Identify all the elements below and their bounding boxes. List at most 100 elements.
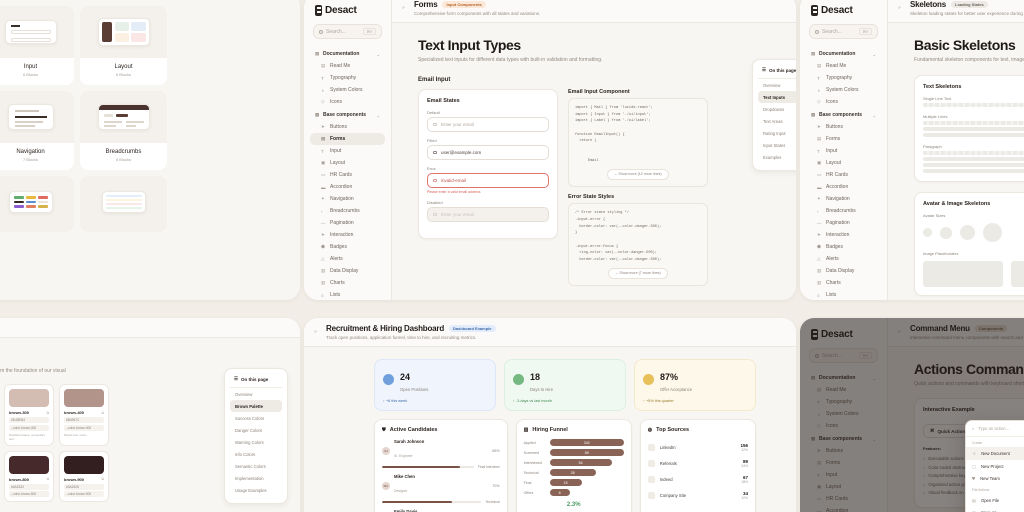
command-item-open-file[interactable]: ▤ Open File: [966, 494, 1024, 506]
show-more-button[interactable]: ⌄ Show more (12 more lines): [607, 168, 669, 181]
candidate-row[interactable]: MC Mike Chen Designer 70% Technical: [382, 474, 500, 504]
sidebar-item-lists[interactable]: ≡ Lists: [806, 289, 881, 300]
list-icon: ☰: [234, 376, 239, 381]
sidebar-item-typography[interactable]: T Typography: [806, 72, 881, 84]
color-swatch-card[interactable]: brown-400 ⧉ #B4957C --color-brown-400 Muted …: [59, 384, 109, 446]
sidebar-item-icons[interactable]: ◇ Icons: [310, 96, 385, 108]
candidate-progress: [382, 500, 482, 504]
sidebar-item-input[interactable]: T Input: [806, 145, 881, 157]
sidebar-item-badges[interactable]: ⬟ Badges: [806, 241, 881, 253]
sidebar-item-navigation[interactable]: ✦ Navigation: [806, 193, 881, 205]
sidebar-item-read-me[interactable]: ▤ Read Me: [310, 60, 385, 72]
sidebar-item-lists[interactable]: ≡ Lists: [310, 289, 385, 300]
toc-item-info-colors[interactable]: Info Colors: [235, 451, 256, 457]
sidebar-item-icons[interactable]: ◇ Icons: [806, 96, 881, 108]
candidate-row[interactable]: SJ Sarah Johnson Sr. Engineer 85% Final Inte…: [382, 439, 500, 469]
toc-item-danger-colors[interactable]: Danger Colors: [235, 427, 262, 433]
toc-item-brown-palette[interactable]: Brown Palette: [230, 400, 282, 412]
search-input[interactable]: Search... ⌘K: [809, 24, 878, 39]
sidebar-item-charts[interactable]: ▥ Charts: [310, 277, 385, 289]
candidate-role: Sr. Engineer: [394, 454, 413, 458]
collapse-sidebar-icon[interactable]: »: [314, 329, 317, 335]
toc-item-rating-input[interactable]: Rating Input: [763, 130, 786, 136]
gallery-tile[interactable]: Breadcrumbs 6 Blocks: [80, 91, 167, 170]
sidebar-item-alerts[interactable]: △ Alerts: [310, 253, 385, 265]
sidebar-item-input[interactable]: T Input: [310, 145, 385, 157]
command-item-new-project[interactable]: ▢ New Project: [966, 460, 1024, 472]
copy-icon[interactable]: ⧉: [46, 477, 50, 482]
search-input[interactable]: Search... ⌘K: [313, 24, 382, 39]
source-count: 89: [742, 458, 748, 464]
sidebar-group-base-components[interactable]: ▦Base components ⌄: [806, 108, 881, 121]
email-input-filled[interactable]: user@example.com: [427, 145, 549, 160]
color-swatch-card[interactable]: brown-300 ⧉ #D4BEB4 --color-brown-300 Disabl…: [4, 384, 54, 446]
sidebar-item-accordion[interactable]: ▬ Accordion: [310, 181, 385, 193]
sidebar-item-system-colors[interactable]: ◑ System Colors: [310, 84, 385, 96]
sidebar-item-typography[interactable]: T Typography: [310, 72, 385, 84]
sidebar-item-buttons[interactable]: ➤ Buttons: [806, 121, 881, 133]
toc-item-warning-colors[interactable]: Warning Colors: [235, 439, 264, 445]
toc-item-text-inputs[interactable]: Text Inputs: [758, 91, 796, 103]
sidebar-item-layout[interactable]: ▣ Layout: [310, 157, 385, 169]
sidebar-group-documentation[interactable]: ▤Documentation ⌄: [310, 47, 385, 60]
collapse-sidebar-icon[interactable]: »: [898, 5, 901, 11]
sidebar-item-forms[interactable]: ▤ Forms: [806, 133, 881, 145]
color-swatch-card[interactable]: brown-800 ⧉ #4A3333 --color-brown-800: [4, 450, 54, 503]
sidebar-item-alerts[interactable]: △ Alerts: [806, 253, 881, 265]
sidebar-item-data-display[interactable]: ▥ Data Display: [806, 265, 881, 277]
sidebar-item-hr-cards[interactable]: ▭ HR Cards: [310, 169, 385, 181]
toc-item-success-colors[interactable]: Success Colors: [235, 415, 265, 421]
toc-item-dropdowns[interactable]: Dropdowns: [763, 106, 785, 112]
sidebar-item-accordion[interactable]: ▬ Accordion: [806, 181, 881, 193]
sidebar-group-documentation[interactable]: ▤Documentation ⌄: [806, 47, 881, 60]
sidebar-item-label: Lists: [330, 292, 341, 298]
toc-item-overview[interactable]: Overview: [235, 391, 253, 397]
sidebar-item-breadcrumbs[interactable]: › Breadcrumbs: [806, 205, 881, 217]
email-input-error[interactable]: invalid-email: [427, 173, 549, 188]
toc-item-implementation[interactable]: Implementation: [235, 475, 264, 481]
sidebar-item-navigation[interactable]: ✦ Navigation: [310, 193, 385, 205]
toc-item-semantic-colors[interactable]: Semantic Colors: [235, 463, 266, 469]
sidebar-item-system-colors[interactable]: ◑ System Colors: [806, 84, 881, 96]
card-title: ◍ Top Sources: [648, 427, 748, 433]
show-more-button[interactable]: ⌄ Show more (7 more lines): [608, 267, 668, 280]
sidebar-item-buttons[interactable]: ➤ Buttons: [310, 121, 385, 133]
sidebar-item-forms[interactable]: ▤ Forms: [310, 133, 385, 145]
command-item-new-document[interactable]: ＋ New Document: [966, 447, 1024, 460]
collapse-sidebar-icon[interactable]: »: [402, 5, 405, 11]
sidebar-item-badges[interactable]: ⬟ Badges: [310, 241, 385, 253]
email-input-default[interactable]: Enter your email: [427, 117, 549, 132]
color-swatch-card[interactable]: brown-900 ⧉ #3A2828 --color-brown-900: [59, 450, 109, 503]
toc-item-input-states[interactable]: Input States: [763, 142, 786, 148]
toc-item-text-areas[interactable]: Text Areas: [763, 118, 783, 124]
command-palette[interactable]: ⌕ Type an action... Create ＋ New Document ▢…: [965, 420, 1024, 512]
gallery-tile[interactable]: Layout 6 Blocks: [80, 6, 167, 85]
sidebar-item-read-me[interactable]: ▤ Read Me: [806, 60, 881, 72]
sidebar-item-pagination[interactable]: — Pagination: [310, 217, 385, 229]
sidebar-group-base-components[interactable]: ▦Base components ⌄: [310, 108, 385, 121]
sidebar-item-data-display[interactable]: ▥ Data Display: [310, 265, 385, 277]
gallery-tile[interactable]: Input 6 Blocks: [0, 6, 74, 85]
toc-item-usage-examples[interactable]: Usage Examples: [235, 487, 267, 493]
sidebar-item-pagination[interactable]: — Pagination: [806, 217, 881, 229]
command-palette-input[interactable]: ⌕ Type an action...: [966, 421, 1024, 437]
logo-icon: [315, 5, 322, 16]
sidebar-item-charts[interactable]: ▥ Charts: [806, 277, 881, 289]
sidebar-item-interaction[interactable]: ➤ Interaction: [310, 229, 385, 241]
gallery-tile[interactable]: [0, 176, 74, 232]
command-item-save-as[interactable]: ▣ Save As: [966, 506, 1024, 512]
copy-icon[interactable]: ⧉: [101, 477, 105, 482]
copy-icon[interactable]: ⧉: [46, 410, 50, 415]
gallery-tile[interactable]: Navigation 7 Blocks: [0, 91, 74, 170]
command-item-new-team[interactable]: ⛊ New Team: [966, 472, 1024, 484]
toc-item-overview[interactable]: Overview: [763, 82, 781, 88]
candidate-row[interactable]: EDEmily DavisPM45%Screening: [382, 509, 500, 512]
gallery-tile[interactable]: [80, 176, 167, 232]
sidebar-item-hr-cards[interactable]: ▭ HR Cards: [806, 169, 881, 181]
sidebar-item-interaction[interactable]: ➤ Interaction: [806, 229, 881, 241]
copy-icon[interactable]: ⧉: [101, 410, 105, 415]
sidebar-item-layout[interactable]: ▣ Layout: [806, 157, 881, 169]
toc-item-examples[interactable]: Examples: [763, 154, 782, 160]
sidebar-item-breadcrumbs[interactable]: › Breadcrumbs: [310, 205, 385, 217]
book-icon: ▤: [315, 51, 320, 56]
